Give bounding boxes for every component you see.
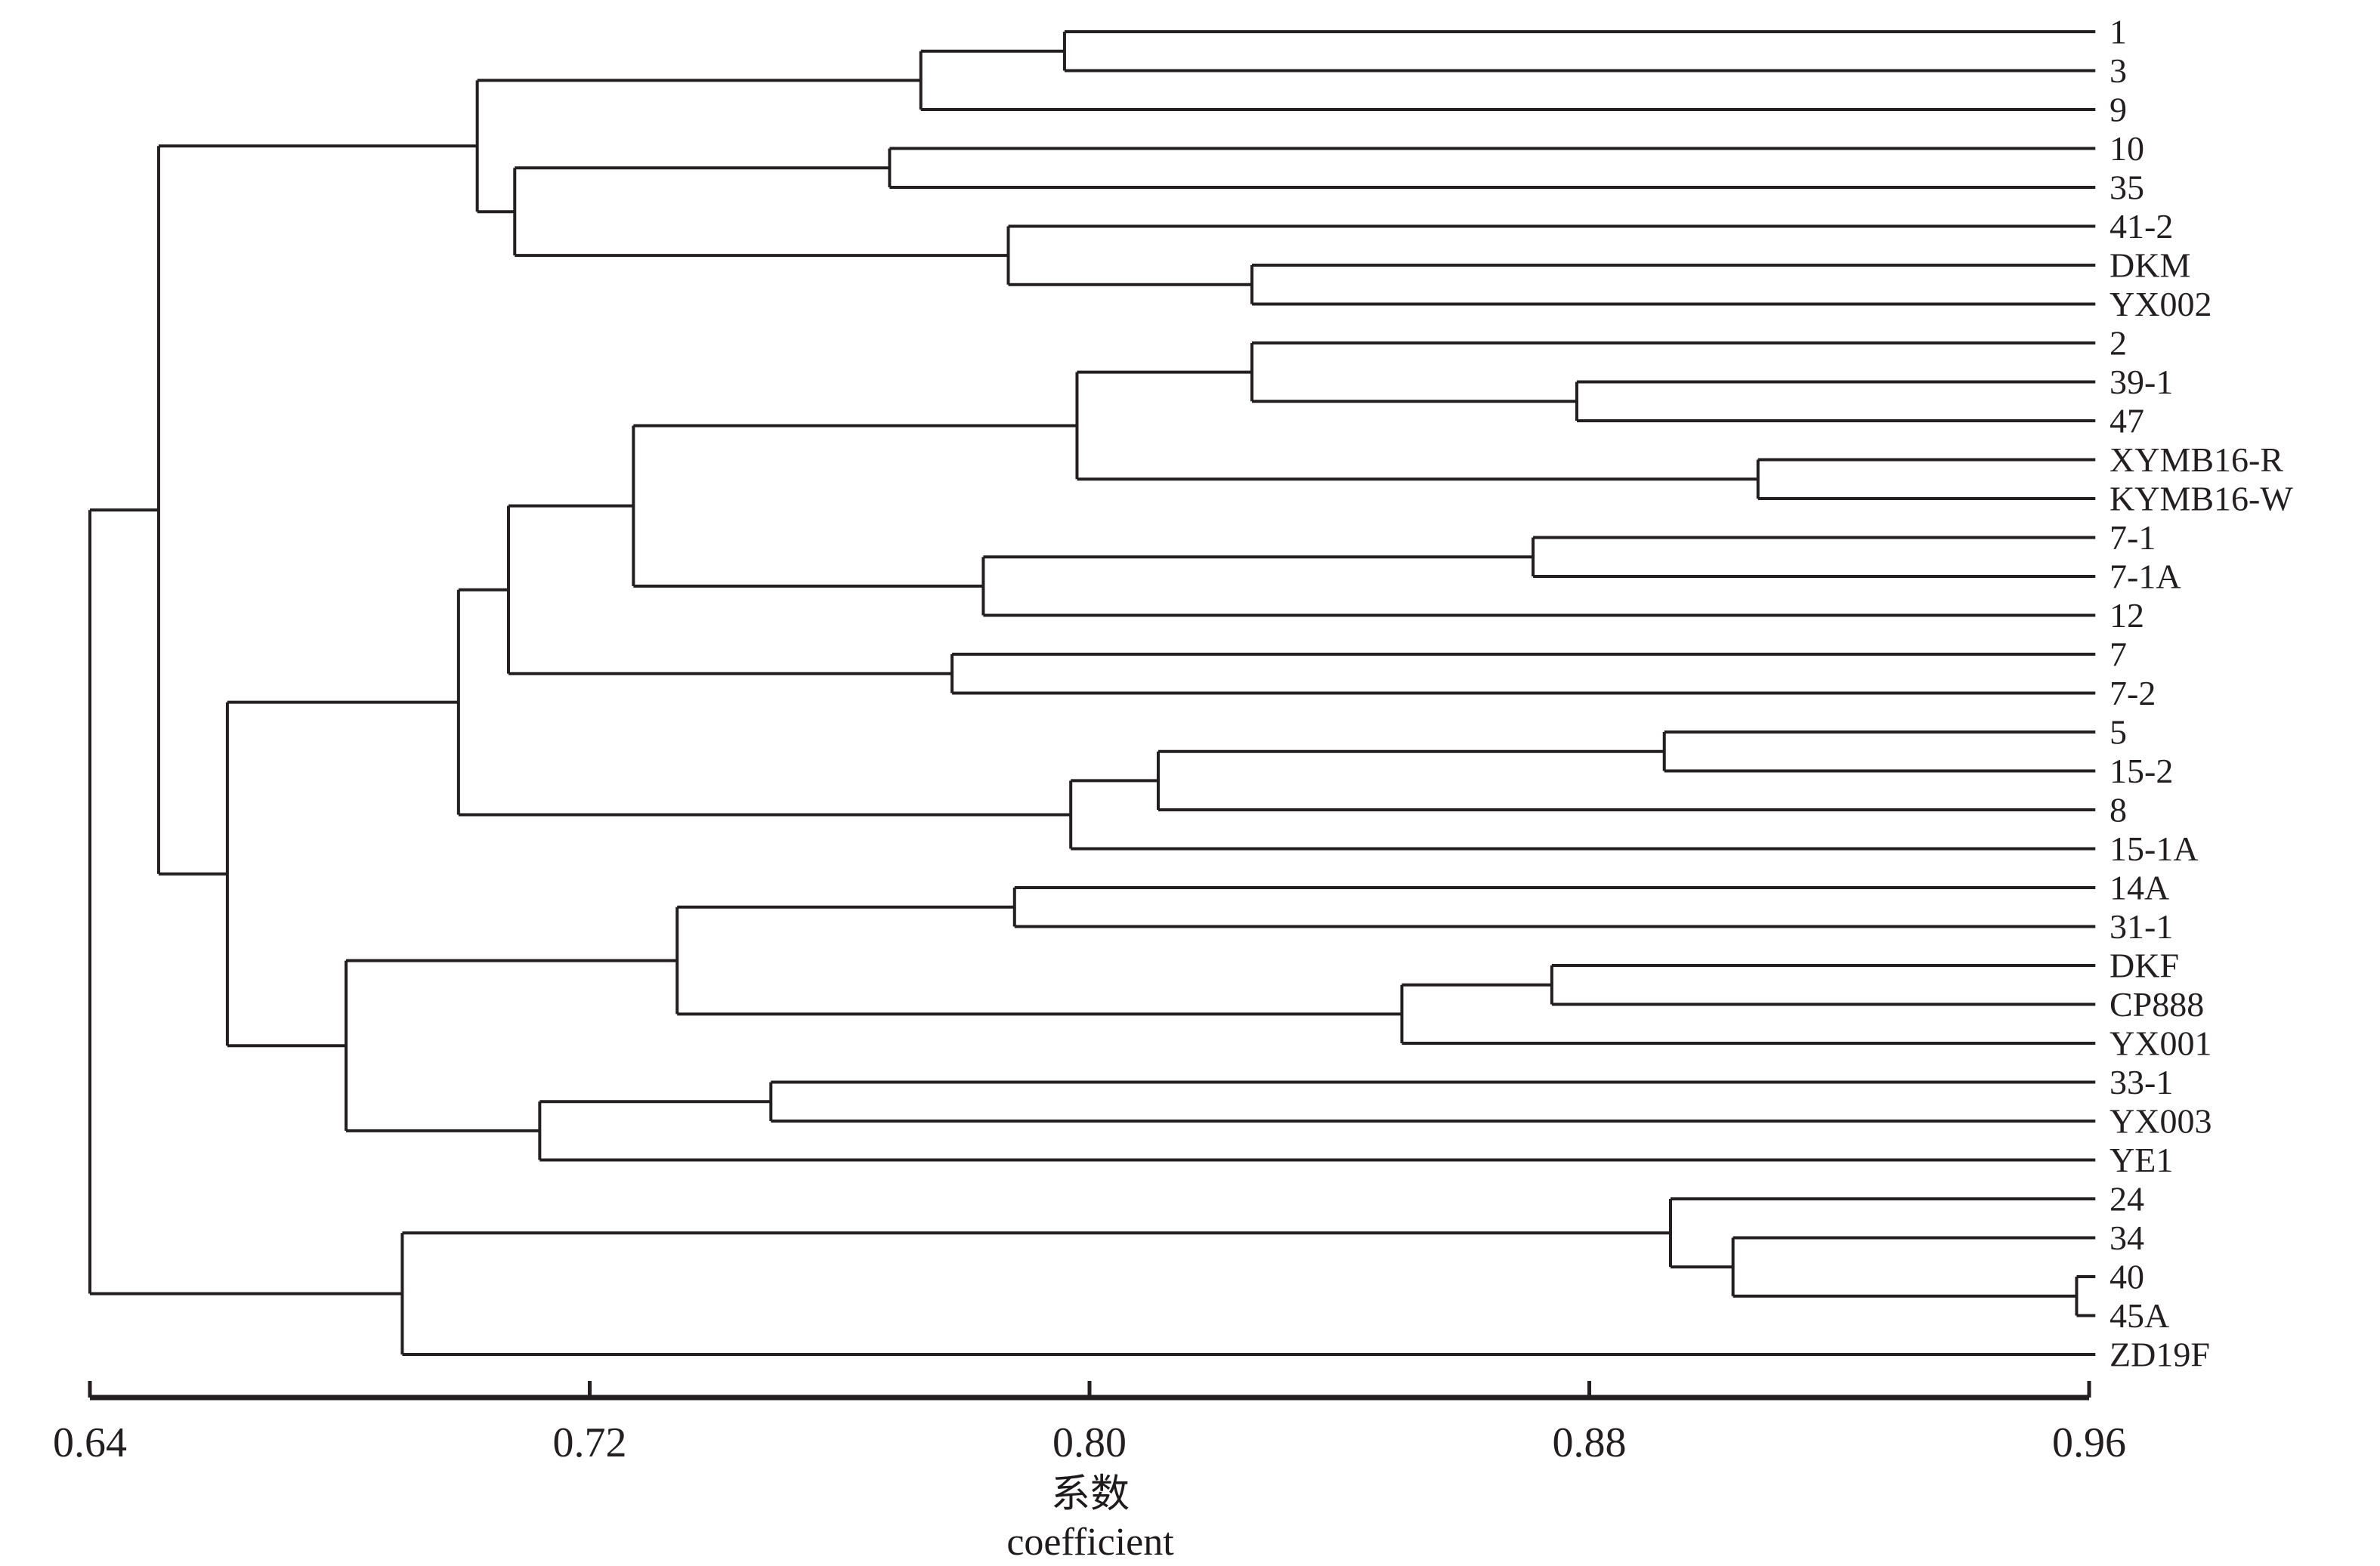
- leaf-label: 41-2: [2110, 207, 2173, 246]
- leaf-label: ZD19F: [2110, 1336, 2210, 1374]
- leaf-label: KYMB16-W: [2110, 480, 2293, 518]
- leaf-labels: 139103541-2DKMYX002239-147XYMB16-RKYMB16…: [2110, 13, 2293, 1374]
- leaf-label: YX002: [2110, 285, 2212, 323]
- axis-tick-label: 0.80: [1052, 1419, 1127, 1466]
- leaf-label: 35: [2110, 168, 2144, 207]
- leaf-label: 15-1A: [2110, 829, 2199, 868]
- leaf-label: 7: [2110, 635, 2127, 674]
- leaf-label: 1: [2110, 13, 2127, 51]
- leaf-label: 14A: [2110, 869, 2169, 907]
- leaf-label: 7-2: [2110, 674, 2156, 712]
- leaf-label: 45A: [2110, 1296, 2169, 1335]
- leaf-label: DKM: [2110, 246, 2190, 285]
- leaf-label: 12: [2110, 596, 2144, 635]
- leaf-label: 8: [2110, 791, 2127, 829]
- leaf-label: YX003: [2110, 1102, 2212, 1141]
- axis-tick-label: 0.88: [1553, 1419, 1627, 1466]
- leaf-label: YE1: [2110, 1141, 2173, 1179]
- leaf-label: 34: [2110, 1219, 2144, 1257]
- leaf-label: 47: [2110, 402, 2144, 440]
- leaf-label: 10: [2110, 129, 2144, 168]
- axis-title-zh: 系数: [1051, 1473, 1130, 1516]
- axis-title-en: coefficient: [1006, 1521, 1174, 1564]
- leaf-label: DKF: [2110, 947, 2179, 985]
- leaf-label: 24: [2110, 1180, 2144, 1219]
- leaf-label: 15-2: [2110, 752, 2173, 790]
- leaf-label: XYMB16-R: [2110, 440, 2283, 479]
- leaf-label: 9: [2110, 91, 2127, 129]
- leaf-label: 33-1: [2110, 1063, 2173, 1101]
- tree-branches: [88, 30, 2096, 1356]
- leaf-label: CP888: [2110, 985, 2204, 1024]
- leaf-label: 5: [2110, 713, 2127, 752]
- leaf-label: 3: [2110, 51, 2127, 90]
- leaf-label: 2: [2110, 324, 2127, 363]
- axis-tick-label: 0.72: [553, 1419, 627, 1466]
- leaf-label: 7-1A: [2110, 558, 2181, 596]
- leaf-label: 40: [2110, 1258, 2144, 1296]
- leaf-label: 39-1: [2110, 363, 2173, 401]
- leaf-label: 7-1: [2110, 518, 2156, 557]
- leaf-label: 31-1: [2110, 907, 2173, 946]
- coefficient-axis: 0.64 0.72 0.80 0.88 0.96: [53, 1381, 2126, 1466]
- axis-tick-label: 0.64: [53, 1419, 127, 1466]
- leaf-label: YX001: [2110, 1024, 2212, 1063]
- axis-tick-label: 0.96: [2052, 1419, 2126, 1466]
